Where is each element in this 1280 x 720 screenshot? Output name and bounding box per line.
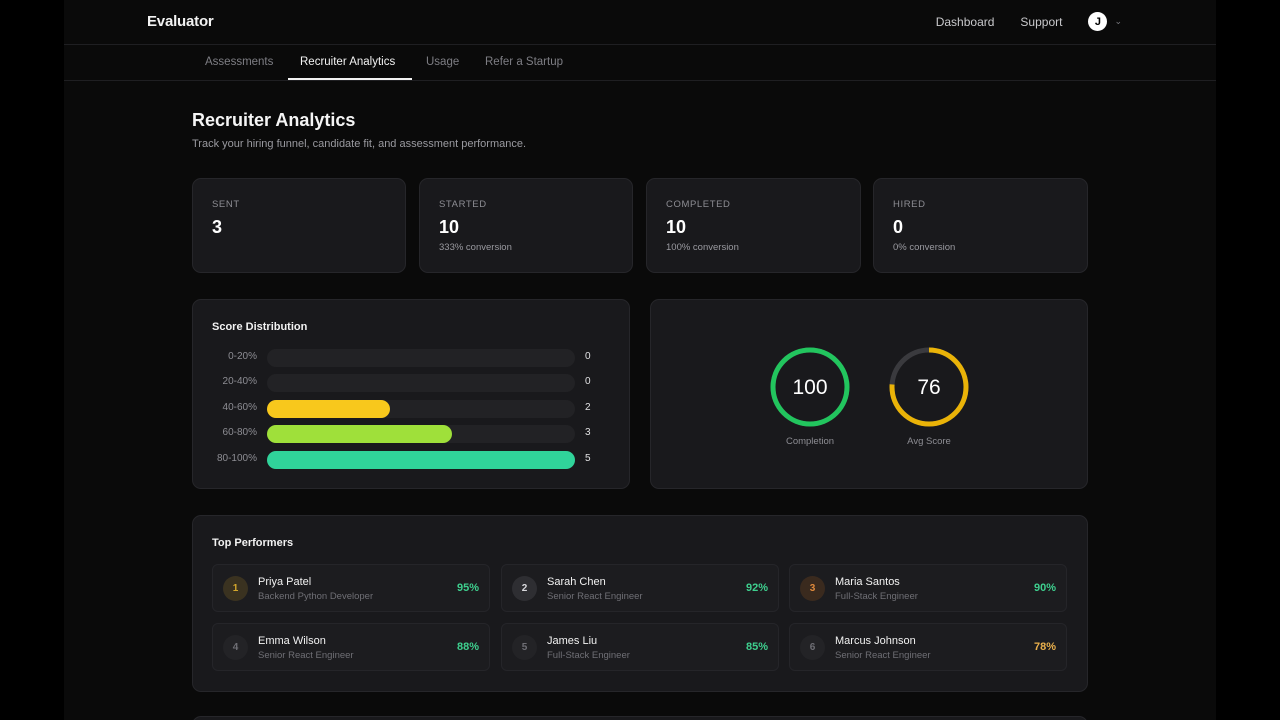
top-performers-card: Top Performers 1 Priya Patel Backend Pytho… [192,515,1088,692]
bucket-label: 80-100% [216,453,257,464]
completion-ring-graphic: 100 [770,347,850,427]
tab-recruiter-analytics[interactable]: Recruiter Analytics [300,56,396,68]
stat-card-completed: COMPLETED 10 100% conversion [646,178,861,273]
app-frame: Evaluator Dashboard Support J ⌄ Assessme… [64,0,1216,720]
performer-card[interactable]: 3 Maria Santos Full-Stack Engineer 90% [789,564,1067,612]
stat-card-hired: HIRED 0 0% conversion [873,178,1088,273]
stat-label: STARTED [439,199,487,210]
performer-role: Senior React Engineer [835,650,931,661]
completion-ring: 100 Completion [765,345,855,447]
rank-badge: 2 [512,576,537,601]
bucket-label: 0-20% [228,351,257,362]
completion-value: 100 [792,376,827,399]
metrics-rings-card: 100 Completion 76 Avg Score [650,299,1088,489]
nav-dashboard-link[interactable]: Dashboard [935,14,995,29]
rank-badge: 6 [800,635,825,660]
avg-score-ring: 76 Avg Score [884,345,974,447]
rank-badge: 3 [800,576,825,601]
stat-conversion: 100% conversion [666,242,739,253]
performer-card[interactable]: 1 Priya Patel Backend Python Developer 95% [212,564,490,612]
performer-name: Emma Wilson [258,635,326,647]
bar-track [267,451,575,469]
tab-refer-a-startup[interactable]: Refer a Startup [485,56,563,68]
bar-fill [267,451,575,469]
performer-card[interactable]: 4 Emma Wilson Senior React Engineer 88% [212,623,490,671]
tab-usage[interactable]: Usage [426,56,460,68]
performer-role: Backend Python Developer [258,591,374,602]
performer-score: 92% [745,582,768,594]
rank-badge: 4 [223,635,248,660]
next-section-card [192,716,1088,720]
performer-role: Senior React Engineer [547,591,643,602]
distribution-row: 0-20% 0 [193,348,629,368]
performer-card[interactable]: 5 James Liu Full-Stack Engineer 85% [501,623,779,671]
performer-name: Maria Santos [835,576,900,588]
top-navbar: Evaluator Dashboard Support J ⌄ [64,0,1216,45]
performer-role: Full-Stack Engineer [547,650,630,661]
performer-role: Full-Stack Engineer [835,591,918,602]
stat-label: HIRED [893,199,926,210]
performer-score: 95% [456,582,479,594]
stat-value: 10 [439,217,460,237]
rank-badge: 5 [512,635,537,660]
distribution-row: 40-60% 2 [193,399,629,419]
performer-name: Marcus Johnson [835,635,916,647]
bucket-label: 60-80% [222,427,257,438]
performer-card[interactable]: 6 Marcus Johnson Senior React Engineer 78% [789,623,1067,671]
top-links: Dashboard Support J ⌄ [910,12,1122,31]
performer-name: Sarah Chen [547,576,606,588]
bucket-label: 20-40% [222,376,257,387]
bucket-count: 2 [585,402,591,413]
bar-fill [267,425,452,443]
performer-role: Senior React Engineer [258,650,354,661]
distribution-row: 80-100% 5 [193,450,629,470]
tab-assessments[interactable]: Assessments [205,56,274,68]
completion-label: Completion [785,436,835,447]
bar-fill [267,400,391,418]
performer-name: Priya Patel [258,576,312,588]
performer-card[interactable]: 2 Sarah Chen Senior React Engineer 92% [501,564,779,612]
bar-track [267,374,575,392]
nav-support-link[interactable]: Support [1020,14,1063,29]
stat-label: SENT [212,199,240,210]
page-subtitle: Track your hiring funnel, candidate fit,… [192,138,527,150]
bucket-count: 0 [585,351,591,362]
tab-bar: Assessments Recruiter Analytics Usage Re… [64,45,1216,81]
stat-value: 0 [893,217,904,237]
performer-score: 78% [1033,641,1056,653]
performer-score: 85% [745,641,768,653]
bucket-count: 5 [585,453,591,464]
bar-track [267,400,575,418]
performer-score: 88% [456,641,479,653]
stat-card-started: STARTED 10 333% conversion [419,178,633,273]
top-performers-title: Top Performers [212,537,294,549]
bar-track [267,349,575,367]
avg-score-value: 76 [917,376,940,399]
performer-score: 90% [1033,582,1056,594]
user-avatar[interactable]: J [1088,12,1108,31]
stat-conversion: 0% conversion [893,242,956,253]
stat-label: COMPLETED [666,199,731,210]
stat-conversion: 333% conversion [439,242,512,253]
score-distribution-title: Score Distribution [212,321,308,333]
bucket-count: 0 [585,376,591,387]
stat-value: 3 [212,217,223,237]
stat-value: 10 [666,217,687,237]
page-title: Recruiter Analytics [192,110,356,130]
active-tab-indicator [288,78,412,80]
bar-track [267,425,575,443]
avg-score-label: Avg Score [907,436,951,447]
distribution-row: 60-80% 3 [193,424,629,444]
bucket-count: 3 [585,427,591,438]
brand-logo[interactable]: Evaluator [147,13,214,30]
score-distribution-card: Score Distribution 0-20% 0 20-40% 0 40-6… [192,299,630,489]
performer-name: James Liu [547,635,598,647]
chevron-down-icon[interactable]: ⌄ [1114,16,1122,26]
bucket-label: 40-60% [222,402,257,413]
stat-card-sent: SENT 3 [192,178,406,273]
rank-badge: 1 [223,576,248,601]
distribution-row: 20-40% 0 [193,373,629,393]
avg-score-ring-graphic: 76 [889,347,969,427]
